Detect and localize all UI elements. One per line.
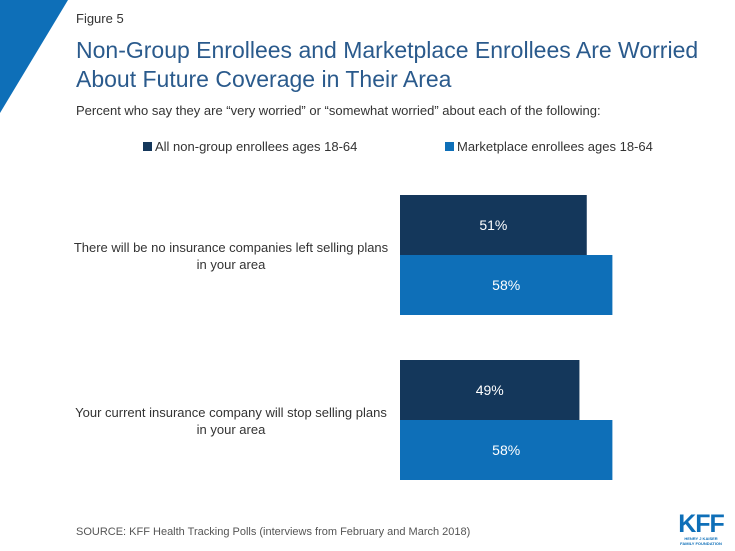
- bar-value-label-series-2-category-1: 58%: [492, 277, 520, 293]
- kff-logo-line2: FAMILY FOUNDATION: [680, 541, 722, 546]
- legend-swatch-series-a: [143, 142, 152, 151]
- bar-value-label-series-2-category-2: 58%: [492, 442, 520, 458]
- figure-label: Figure 5: [76, 11, 124, 26]
- bar-series-2-category-1: [400, 255, 613, 315]
- category-label-current-insurer: Your current insurance company will stop…: [75, 405, 387, 437]
- legend-item-marketplace: Marketplace enrollees ages 18-64: [445, 139, 653, 154]
- bar-value-label-series-1-category-1: 51%: [479, 217, 507, 233]
- legend-item-all-non-group: All non-group enrollees ages 18-64: [143, 139, 357, 154]
- kff-logo-line1: HENRY J KAISER: [684, 536, 718, 541]
- legend-label-series-b: Marketplace enrollees ages 18-64: [457, 139, 653, 154]
- legend-label-series-a: All non-group enrollees ages 18-64: [155, 139, 358, 154]
- legend-swatch-series-b: [445, 142, 454, 151]
- bar-series-1-category-1: [400, 195, 587, 255]
- source-note: SOURCE: KFF Health Tracking Polls (inter…: [76, 526, 471, 538]
- corner-accent-shape: [0, 0, 68, 113]
- chart-subtitle: Percent who say they are “very worried” …: [76, 103, 601, 118]
- bar-series-1-category-2: [400, 360, 580, 420]
- kff-logo: KFF HENRY J KAISER FAMILY FOUNDATION: [676, 510, 726, 547]
- chart-title: Non-Group Enrollees and Marketplace Enro…: [76, 37, 699, 92]
- category-label-no-insurers: There will be no insurance companies lef…: [73, 240, 389, 272]
- kff-logo-mark: KFF: [678, 510, 725, 538]
- bar-series-2-category-2: [400, 420, 613, 480]
- bar-value-label-series-1-category-2: 49%: [476, 382, 504, 398]
